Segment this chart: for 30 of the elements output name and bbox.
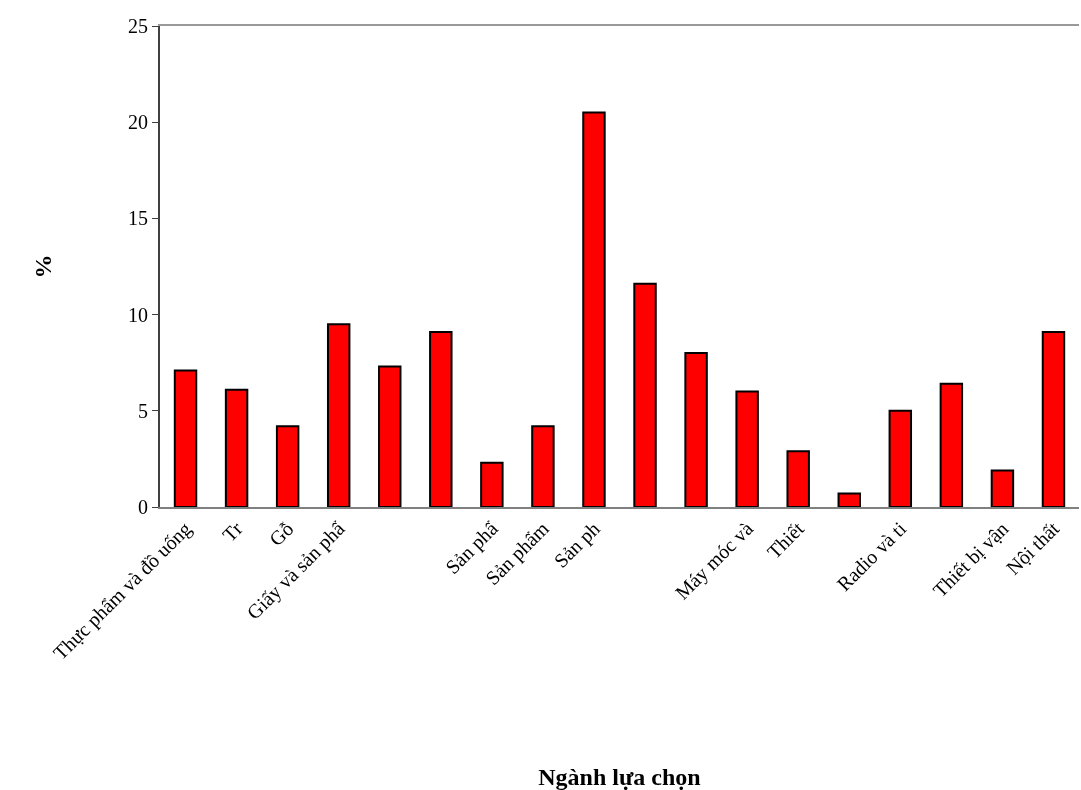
bar (531, 425, 555, 507)
bar (633, 282, 657, 507)
bar (173, 369, 198, 507)
bar (888, 409, 913, 507)
x-tick-label: Máy móc và (670, 517, 758, 605)
x-axis-title: Ngành lựa chọn (538, 764, 701, 790)
bar (837, 492, 861, 507)
x-tick-label: Gỗ (264, 517, 298, 551)
bar (684, 352, 708, 507)
bar (326, 323, 351, 507)
y-tick-label: 20 (128, 111, 148, 134)
bar (939, 382, 964, 507)
bar (990, 469, 1015, 507)
bar (480, 461, 504, 507)
y-tick-label: 0 (138, 496, 148, 518)
bar (224, 388, 249, 507)
bar (378, 365, 402, 507)
x-tick-label: Tr (218, 517, 247, 546)
bar (429, 330, 453, 507)
bar (786, 450, 810, 507)
y-axis-title: % (29, 254, 56, 279)
bar (1041, 330, 1066, 507)
bar (582, 111, 606, 507)
y-tick-label: 15 (128, 207, 148, 230)
y-tick-label: 25 (128, 15, 148, 37)
y-tick-label: 5 (138, 399, 148, 422)
x-tick-label: Sản ph (549, 517, 605, 573)
bar (275, 425, 300, 507)
y-tick-label: 10 (128, 303, 148, 326)
bar (735, 390, 759, 507)
